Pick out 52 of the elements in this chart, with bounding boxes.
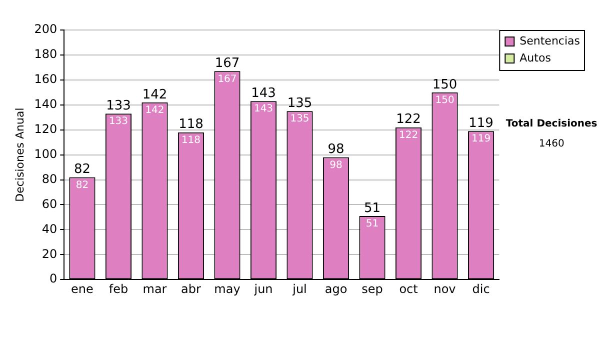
y-tick-label: 20 (42, 246, 58, 261)
total-label: 118 (178, 117, 204, 132)
data-label: 119 (471, 134, 491, 145)
y-tick-label: 120 (34, 122, 58, 136)
x-tick-label: jun (253, 282, 273, 296)
y-tick-label: 140 (34, 97, 58, 112)
total-label: 119 (468, 116, 494, 131)
x-tick-label: ago (324, 282, 348, 296)
data-label: 118 (181, 134, 201, 146)
legend-label: Sentencias (520, 34, 580, 48)
x-tick-label: may (214, 282, 240, 296)
total-label: 122 (396, 112, 421, 128)
total-label: 142 (142, 87, 168, 102)
y-tick-label: 100 (34, 146, 58, 161)
x-tick-label: abr (181, 282, 202, 296)
data-label: 142 (145, 104, 164, 116)
x-tick-label: mar (142, 282, 167, 296)
y-tick-label: 160 (34, 72, 58, 86)
x-tick-label: jul (292, 282, 307, 296)
x-tick-label: ene (71, 282, 94, 296)
y-tick-label: 0 (49, 272, 58, 286)
data-label: 51 (366, 218, 379, 230)
y-axis-title: Decisiones Anual (13, 108, 26, 202)
data-label: 150 (435, 94, 454, 106)
data-label: 133 (108, 116, 128, 128)
y-tick-label: 180 (34, 47, 58, 62)
x-tick-label: feb (108, 282, 128, 296)
x-tick-label: sep (362, 282, 383, 296)
total-label: 133 (106, 98, 131, 114)
x-tick-label: nov (434, 282, 456, 296)
data-label: 82 (76, 180, 89, 191)
x-tick-label: oct (399, 282, 418, 296)
y-tick-label: 200 (34, 22, 58, 36)
y-tick-label: 40 (42, 222, 58, 236)
legend-label: Autos (520, 51, 552, 64)
total-label: 150 (432, 77, 458, 92)
x-tick-label: dic (472, 282, 490, 296)
text: Total Decisiones (506, 118, 598, 130)
y-tick-label: 60 (42, 196, 58, 211)
total-label: 167 (214, 56, 240, 72)
data-label: 98 (330, 160, 342, 171)
total-label: 51 (364, 200, 381, 216)
data-label: 122 (398, 130, 418, 141)
data-label: 167 (218, 74, 237, 85)
data-label: 143 (254, 104, 274, 115)
data-label: 135 (290, 114, 310, 125)
y-tick-label: 80 (42, 172, 58, 186)
total-label: 135 (287, 96, 312, 111)
total-label: 98 (328, 142, 344, 158)
text: 1460 (538, 138, 564, 150)
total-label: 82 (74, 162, 91, 178)
total-label: 143 (251, 86, 276, 102)
